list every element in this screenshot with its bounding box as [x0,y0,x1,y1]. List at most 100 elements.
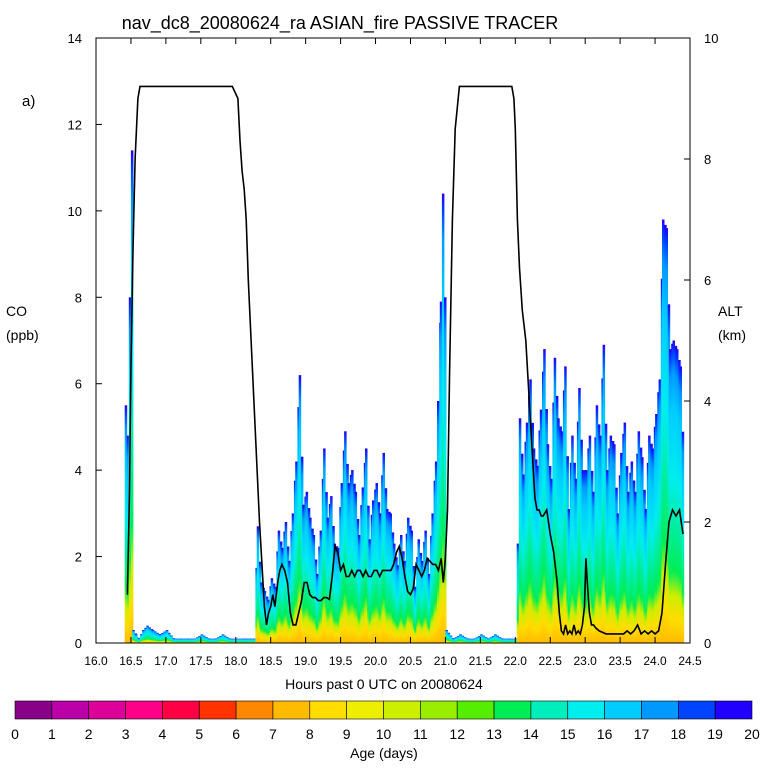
co-bar [573,462,576,643]
co-bar [410,530,413,643]
co-bar [636,453,639,643]
co-bar [585,470,588,643]
colorbar-tick-label: 17 [634,726,650,742]
x-tick-label: 24.5 [678,654,702,668]
co-bar [375,483,378,643]
x-tick-label: 22.0 [504,654,528,668]
co-bar [480,634,483,643]
co-bar [144,627,147,643]
co-bar [395,557,398,643]
co-bar [434,461,438,643]
co-bar [165,630,169,643]
co-bar [632,480,636,643]
co-bar [293,480,297,643]
co-bar [212,638,215,643]
co-bar [644,509,648,643]
left-axis-label-line2: (ppb) [6,327,39,343]
colorbar-label: Age (days) [350,745,418,761]
co-bar [609,435,613,643]
co-bar [620,452,623,643]
co-bar [349,474,353,643]
colorbar-tick-label: 10 [376,726,392,742]
co-bar [342,450,346,643]
co-bar [524,441,527,643]
altitude-line [126,85,684,636]
co-bar [256,526,260,643]
co-bar [255,567,258,643]
plot-frame [95,37,691,644]
co-bar [466,638,469,643]
co-bar [516,543,520,643]
co-bar [203,635,206,643]
co-bar [543,349,546,643]
co-bar [468,638,472,643]
co-bar [597,424,601,643]
x-tick-label: 21.0 [434,654,458,668]
co-bar [228,638,232,643]
co-bar [346,463,349,643]
colorbar-tick-label: 7 [269,726,277,742]
x-tick-label: 23.0 [573,654,597,668]
co-bar [505,638,509,643]
co-bar [354,491,358,644]
right-axis-label-line1: ALT [718,303,743,319]
co-bar [391,532,395,643]
co-bar [538,430,541,643]
right-tick-label: 6 [704,273,711,288]
co-bar [536,465,539,643]
co-bar [630,461,634,643]
co-bar [555,395,559,643]
co-bar [477,636,481,643]
left-tick-label: 14 [68,31,82,46]
co-bar [307,508,311,643]
co-bar [191,638,194,643]
co-bar [441,193,445,643]
co-bar [365,448,368,643]
co-bar [650,443,653,643]
x-tick-label: 17.5 [189,654,213,668]
co-bar [412,566,416,643]
co-bar [522,474,525,643]
co-bar [494,634,497,643]
co-bar [447,632,451,643]
co-bar [219,636,222,643]
co-bar [634,491,637,644]
co-bar [588,435,592,643]
co-bar [283,531,286,643]
co-bar [388,511,391,643]
co-bar [242,638,246,643]
co-bar [508,638,511,643]
co-bar [421,560,424,643]
co-bar [330,496,333,643]
co-bar [269,586,272,643]
co-bar [179,638,183,643]
co-bar [260,582,263,643]
co-bar [604,423,608,643]
co-bar [409,525,412,643]
co-bar [249,638,253,643]
co-bar [427,573,431,643]
co-bar [235,638,239,643]
co-bar [608,448,611,643]
co-bar [521,453,524,643]
colorbar-tick-label: 5 [195,726,203,742]
left-tick-label: 0 [75,636,82,651]
x-tick-label: 20.0 [364,654,388,668]
co-bar [539,409,543,643]
left-tick-label: 2 [75,550,82,565]
right-tick-label: 10 [704,31,718,46]
colorbar-swatch [567,700,605,720]
x-tick-label: 17.0 [154,654,178,668]
colorbar-tick-label: 9 [343,726,351,742]
co-bar [491,636,495,643]
colorbar-swatch [641,700,679,720]
co-bar [473,638,476,643]
co-bar [398,546,402,643]
co-bar [676,349,679,643]
colorbar-tick-label: 16 [597,726,613,742]
chart-title: nav_dc8_20080624_ra ASIAN_fire PASSIVE T… [122,13,559,34]
axes: 16.0 16.5 17.0 17.5 18.0 18.5 19.0 19.5 20.0 20.5… [68,31,719,668]
left-tick-label: 8 [75,290,82,305]
co-bar [623,422,627,643]
co-bar [665,228,668,643]
